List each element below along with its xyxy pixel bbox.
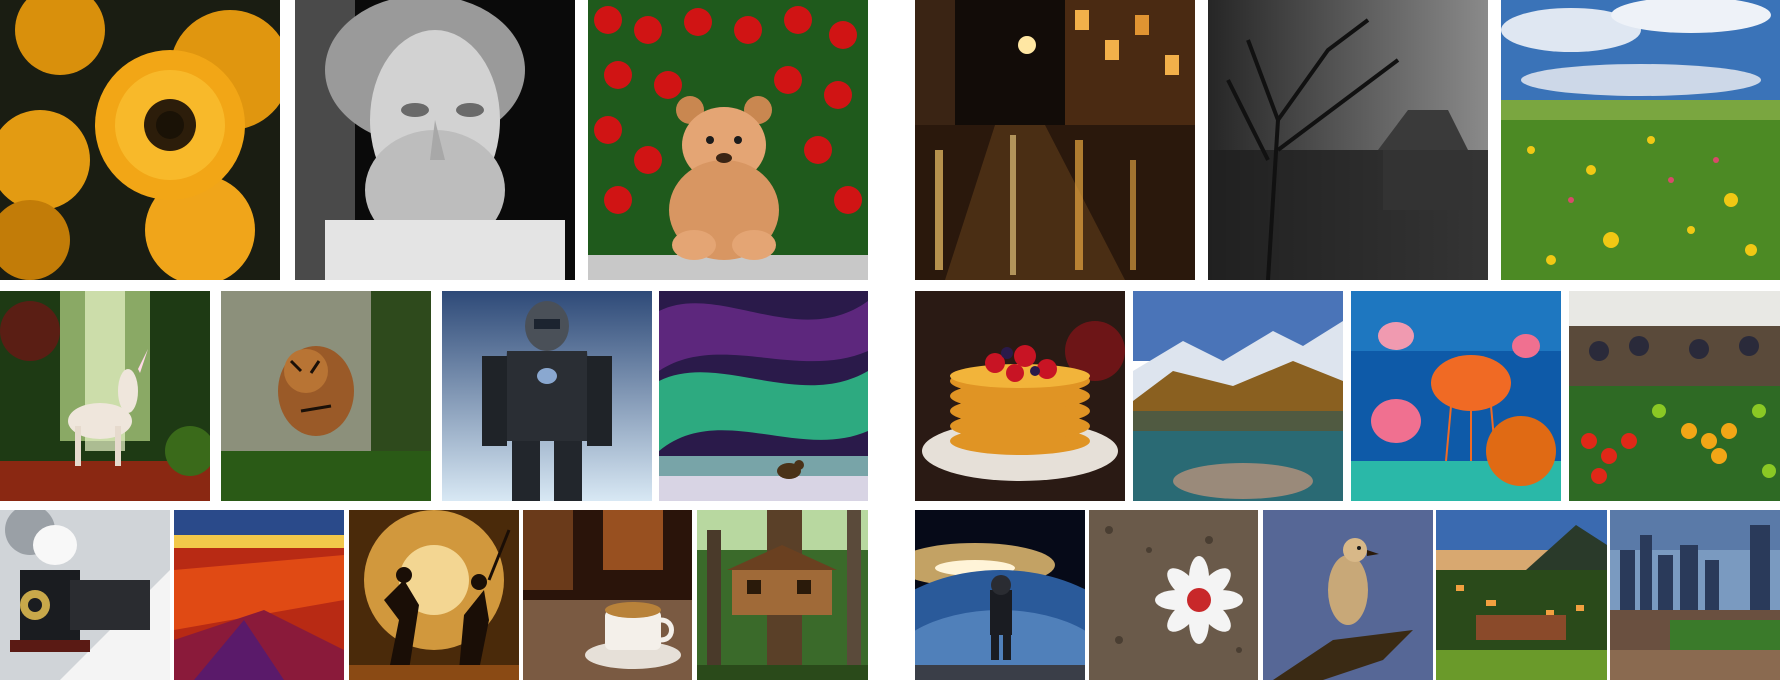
aurora-image xyxy=(659,291,868,501)
bird-image xyxy=(1263,510,1433,680)
warriors-image xyxy=(349,510,519,680)
image-daisy[interactable] xyxy=(1089,510,1258,680)
image-village[interactable] xyxy=(1436,510,1607,680)
jellyfish-image xyxy=(1351,291,1561,501)
statue-image xyxy=(295,0,575,280)
image-coffee[interactable] xyxy=(523,510,692,680)
image-warriors[interactable] xyxy=(349,510,519,680)
skyline-image xyxy=(1610,510,1780,680)
treehouse-image xyxy=(697,510,868,680)
train-image xyxy=(0,510,170,680)
image-skyline[interactable] xyxy=(1610,510,1780,680)
image-meadow[interactable] xyxy=(1501,0,1780,280)
teddy-image xyxy=(588,0,868,280)
lake-image xyxy=(1133,291,1343,501)
daisy-image xyxy=(1089,510,1258,680)
image-teddy[interactable] xyxy=(588,0,868,280)
armor-suit-image xyxy=(442,291,652,501)
image-jellyfish[interactable] xyxy=(1351,291,1561,501)
image-sunflowers[interactable] xyxy=(0,0,280,280)
village-image xyxy=(1436,510,1607,680)
image-pancakes[interactable] xyxy=(915,291,1125,501)
image-train[interactable] xyxy=(0,510,170,680)
image-tiger[interactable] xyxy=(221,291,431,501)
image-treehouse[interactable] xyxy=(697,510,868,680)
pancakes-image xyxy=(915,291,1125,501)
canyon-image xyxy=(174,510,344,680)
meadow-image xyxy=(1501,0,1780,280)
unicorn-image xyxy=(0,291,210,501)
image-lake[interactable] xyxy=(1133,291,1343,501)
wet-street-image xyxy=(915,0,1195,280)
image-market[interactable] xyxy=(1569,291,1780,501)
coffee-image xyxy=(523,510,692,680)
market-image xyxy=(1569,291,1780,501)
astronaut-image xyxy=(915,510,1085,680)
image-aurora[interactable] xyxy=(659,291,868,501)
foggy-tree-image xyxy=(1208,0,1488,280)
image-canyon[interactable] xyxy=(174,510,344,680)
image-armor-suit[interactable] xyxy=(442,291,652,501)
image-foggy-tree[interactable] xyxy=(1208,0,1488,280)
image-astronaut[interactable] xyxy=(915,510,1085,680)
image-wet-street[interactable] xyxy=(915,0,1195,280)
tiger-image xyxy=(221,291,431,501)
image-statue[interactable] xyxy=(295,0,575,280)
image-bird[interactable] xyxy=(1263,510,1433,680)
sunflowers-image xyxy=(0,0,280,280)
image-unicorn[interactable] xyxy=(0,291,210,501)
